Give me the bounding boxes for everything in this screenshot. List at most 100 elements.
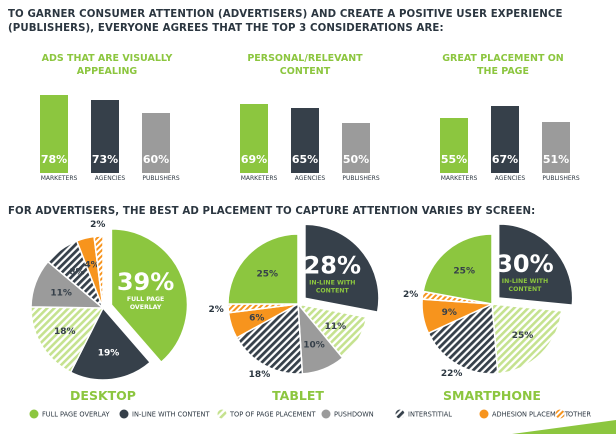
bar-category-label: AGENCIES: [495, 175, 526, 182]
bar-chart-title-line: THE PAGE: [477, 66, 529, 77]
bar-charts: ADS THAT ARE VISUALLY APPEALING 78% MARKETE…: [40, 53, 580, 182]
pie-slice-interstitial: [235, 302, 304, 375]
legend-label: INTERSTITIAL: [408, 411, 452, 419]
bar-value-label: 73%: [92, 153, 118, 166]
pie-slice-other: [93, 235, 104, 309]
pie-value-label: 4%: [84, 261, 99, 271]
pie-big-value-label: 39%: [117, 268, 174, 296]
pie-big-sublabel: IN-LINE WITH: [309, 280, 355, 287]
pie-chart-title: TABLET: [272, 388, 324, 403]
pie-value-label: 19%: [98, 348, 120, 358]
pie-value-label: 11%: [50, 288, 72, 298]
legend-label: OTHER: [568, 411, 591, 419]
bar-category-label: MARKETERS: [241, 175, 278, 182]
legend-item-pushdown: PUSHDOWN: [321, 409, 374, 419]
bar-value-label: 65%: [292, 153, 318, 166]
pie-big-value-label: 28%: [304, 252, 361, 280]
bar-value-label: 50%: [343, 153, 369, 166]
bar-category-label: AGENCIES: [95, 175, 126, 182]
bar-chart-3: GREAT PLACEMENT ON THE PAGE 55% MARKETERS 67…: [440, 53, 580, 182]
bar-chart-title-line: GREAT PLACEMENT ON: [442, 53, 564, 64]
pie-value-label: 2%: [403, 290, 418, 300]
legend-item-full-page-overlay: FULL PAGE OVERLAY: [29, 409, 111, 419]
pie-big-value-label: 30%: [496, 250, 553, 278]
accent-swoosh: [512, 420, 616, 434]
bar-value-label: 69%: [241, 153, 267, 166]
legend-swatch: [321, 409, 331, 419]
bar-chart-title-line: APPEALING: [77, 66, 138, 77]
pie-value-label: 25%: [512, 331, 534, 341]
legend-swatch: [119, 409, 129, 419]
pie-value-label: 18%: [249, 370, 271, 380]
bar-chart-2: PERSONAL/RELEVANT CONTENT 69% MARKETERS 65% A…: [240, 53, 380, 182]
pie-value-label: 2%: [90, 220, 105, 230]
bar-category-label: PUBLISHERS: [342, 175, 380, 182]
legend-item-in-line-with-content: IN-LINE WITH CONTENT: [119, 409, 210, 419]
heading-placement: FOR ADVERTISERS, THE BEST AD PLACEMENT T…: [8, 206, 536, 217]
legend-swatch: [395, 409, 405, 419]
pie-slice-in-line-with-content: [69, 306, 152, 381]
legend-swatch: [555, 409, 565, 419]
pie-big-sublabel: CONTENT: [509, 286, 543, 293]
pie-slice-top-of-page-placement: [30, 306, 105, 374]
pie-chart-title: SMARTPHONE: [443, 388, 541, 403]
bar-chart-1: ADS THAT ARE VISUALLY APPEALING 78% MARKETE…: [40, 53, 180, 182]
pie-big-sublabel: IN-LINE WITH: [502, 278, 548, 285]
legend-item-adhesion-placement: ADHESION PLACEMENT: [479, 409, 570, 419]
pie-value-label: 11%: [325, 322, 347, 332]
bar-marketers: [40, 95, 68, 173]
legend-item-top-of-page-placement: TOP OF PAGE PLACEMENT: [217, 409, 316, 419]
bar-publishers: [142, 113, 170, 173]
pie-slice-full-page-overlay: [422, 233, 493, 305]
pie-slice-in-line-with-content: [304, 223, 380, 314]
pie-value-label: 6%: [249, 313, 264, 323]
pie-value-label: 25%: [453, 267, 475, 277]
bar-value-label: 55%: [441, 153, 467, 166]
bar-value-label: 67%: [492, 153, 518, 166]
legend-item-other: OTHER: [555, 409, 591, 419]
pie-big-sublabel: FULL PAGE: [127, 296, 164, 303]
pie-chart-title: DESKTOP: [70, 388, 136, 403]
bar-category-label: MARKETERS: [41, 175, 78, 182]
bar-value-label: 60%: [143, 153, 169, 166]
pie-value-label: 10%: [303, 340, 325, 350]
legend-swatch: [217, 409, 227, 419]
legend-label: TOP OF PAGE PLACEMENT: [229, 411, 316, 419]
pie-slice-top-of-page-placement: [491, 303, 563, 375]
bar-chart-title-line: CONTENT: [280, 66, 331, 77]
pie-slice-in-line-with-content: [497, 223, 574, 306]
bar-publishers: [542, 122, 570, 173]
legend-label: FULL PAGE OVERLAY: [42, 411, 111, 419]
legend-swatch: [479, 409, 489, 419]
bar-chart-title-line: ADS THAT ARE VISUALLY: [42, 53, 173, 64]
heading-line-1: TO GARNER CONSUMER ATTENTION (ADVERTISER…: [8, 9, 563, 20]
heading-line-2: (PUBLISHERS), EVERYONE AGREES THAT THE T…: [8, 23, 444, 34]
bar-marketers: [240, 104, 268, 173]
pie-value-label: 25%: [257, 269, 279, 279]
bar-marketers: [440, 118, 468, 173]
bar-value-label: 78%: [41, 153, 67, 166]
legend-swatch: [29, 409, 39, 419]
bar-value-label: 51%: [543, 153, 569, 166]
bar-category-label: PUBLISHERS: [542, 175, 580, 182]
pie-big-sublabel: CONTENT: [316, 288, 350, 295]
pie-big-sublabel: OVERLAY: [130, 304, 162, 311]
bar-agencies: [491, 106, 519, 173]
legend-item-interstitial: INTERSTITIAL: [395, 409, 452, 419]
bar-publishers: [342, 123, 370, 173]
pie-slice-interstitial: [427, 302, 499, 375]
pie-value-label: 22%: [441, 369, 463, 379]
bar-category-label: AGENCIES: [295, 175, 326, 182]
pie-slice-full-page-overlay: [227, 233, 299, 305]
pie-value-label: 2%: [209, 305, 224, 315]
legend-label: ADHESION PLACEMENT: [492, 411, 570, 419]
pie-value-label: 18%: [54, 327, 76, 337]
bar-category-label: PUBLISHERS: [142, 175, 180, 182]
bar-agencies: [91, 100, 119, 173]
pie-slice-full-page-overlay: [110, 228, 189, 364]
